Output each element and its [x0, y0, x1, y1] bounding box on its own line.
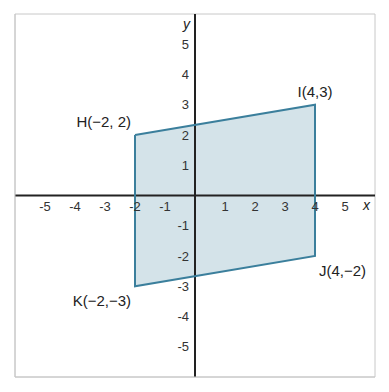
- svg-text:-4: -4: [177, 309, 189, 324]
- svg-text:-1: -1: [177, 218, 189, 233]
- svg-text:-3: -3: [177, 279, 189, 294]
- svg-text:H(−2, 2): H(−2, 2): [76, 113, 131, 130]
- svg-text:4: 4: [182, 67, 189, 82]
- svg-text:5: 5: [182, 37, 189, 52]
- svg-text:-3: -3: [99, 199, 111, 214]
- svg-text:-2: -2: [177, 249, 189, 264]
- svg-text:1: 1: [182, 158, 189, 173]
- svg-text:y: y: [182, 16, 191, 32]
- svg-text:5: 5: [341, 199, 348, 214]
- svg-text:-2: -2: [129, 199, 141, 214]
- svg-text:I(4,3): I(4,3): [297, 83, 332, 100]
- svg-text:3: 3: [281, 199, 288, 214]
- svg-text:x: x: [362, 197, 371, 213]
- svg-text:4: 4: [311, 199, 318, 214]
- svg-text:-4: -4: [69, 199, 81, 214]
- svg-text:2: 2: [251, 199, 258, 214]
- svg-text:K(−2,−3): K(−2,−3): [73, 292, 131, 309]
- svg-text:-5: -5: [177, 339, 189, 354]
- svg-text:1: 1: [221, 199, 228, 214]
- svg-text:3: 3: [182, 97, 189, 112]
- svg-text:-1: -1: [159, 199, 171, 214]
- svg-text:-5: -5: [39, 199, 51, 214]
- svg-text:J(4,−2): J(4,−2): [319, 262, 366, 279]
- svg-text:2: 2: [182, 128, 189, 143]
